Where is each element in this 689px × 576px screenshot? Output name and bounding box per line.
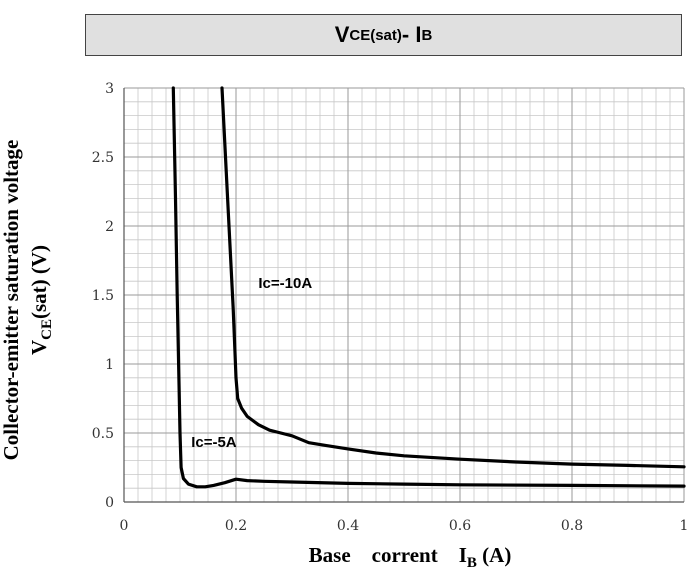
series-lines [171,86,686,489]
title-sub1: CE(sat) [349,26,402,44]
x-tick-label: 0.4 [337,518,359,534]
series-line-Ic=-10A [220,86,686,469]
title-mid: - I [401,22,422,47]
annotation-Ic=-10A: Ic=-10A [258,275,312,292]
title-sub2: B [421,26,433,44]
x-axis-label: Base corrent IB (A) [200,543,620,572]
x-tick-label: 0.2 [225,518,247,534]
x-tick-label: 1 [680,518,689,534]
annotations: Ic=-10A Ic=-5A [191,275,312,451]
series-line-Ic=-5A [171,86,686,489]
y-tick-label: 3 [105,81,114,97]
y-tick-label: 0 [105,495,114,511]
major-grid [123,87,685,503]
x-tick-label: 0.6 [449,518,471,534]
y-tick-label: 2 [105,219,114,235]
y-tick-label: 1.5 [92,288,114,304]
title-main: V [334,22,350,47]
annotation-Ic=-5A: Ic=-5A [191,434,237,451]
y-tick-label: 0.5 [92,426,114,442]
x-axis-label-sub: B [466,555,477,572]
x-axis-label-rest: (A) [476,543,512,567]
x-tick-label: 0.8 [561,518,583,534]
x-axis-label-main: Base corrent I [308,543,467,567]
tick-labels: 0 0.2 0.4 0.6 0.8 1 0 0.5 1 1.5 2 2.5 3 [92,81,689,534]
y-tick-label: 2.5 [92,150,114,166]
x-tick-label: 0 [120,518,129,534]
y-tick-label: 1 [105,357,114,373]
axes [123,88,684,503]
